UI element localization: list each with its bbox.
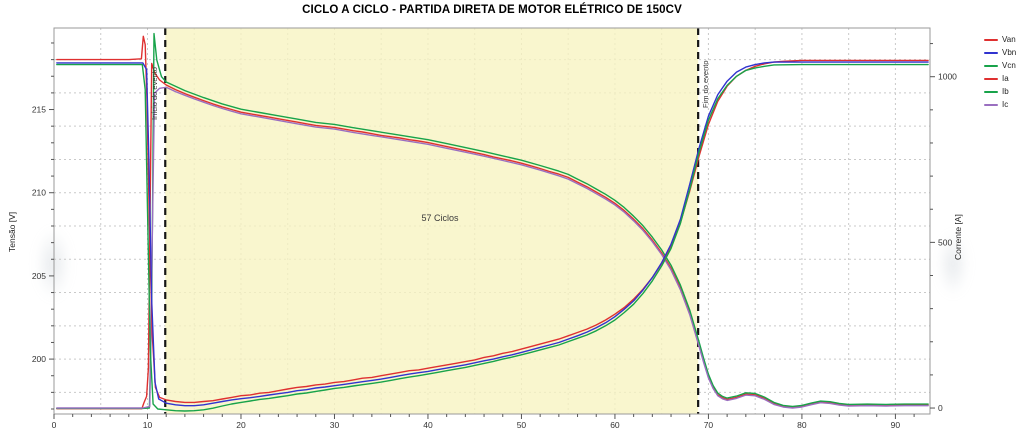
series-vbn-line xyxy=(56,61,929,407)
legend-item-vcn: Vcn xyxy=(984,59,1016,72)
legend-swatch-ib xyxy=(984,90,998,93)
voltage-tick-label: 205 xyxy=(32,271,46,281)
legend-label-ic: Ic xyxy=(1002,100,1009,109)
event-region xyxy=(165,28,699,414)
x-tick-label: 60 xyxy=(610,420,620,430)
legend-label-ib: Ib xyxy=(1002,87,1009,96)
legend-swatch-vcn xyxy=(984,64,998,67)
legend-label-van: Van xyxy=(1002,35,1016,44)
legend-label-ia: Ia xyxy=(1002,74,1009,83)
series-vcn-line xyxy=(56,63,929,412)
watermark-smudge xyxy=(938,232,968,296)
voltage-axis-label: Tensão [V] xyxy=(7,211,17,252)
voltage-tick-label: 200 xyxy=(32,354,46,364)
x-tick-label: 90 xyxy=(891,420,901,430)
x-tick-label: 10 xyxy=(143,420,153,430)
chart-title: CICLO A CICLO - PARTIDA DIRETA DE MOTOR … xyxy=(302,4,682,16)
event-start-label: Início do evento xyxy=(150,67,159,120)
voltage-tick-label: 215 xyxy=(32,105,46,115)
legend-item-ia: Ia xyxy=(984,72,1016,85)
voltage-tick-label: 210 xyxy=(32,188,46,198)
x-tick-label: 70 xyxy=(704,420,714,430)
series-ic-line xyxy=(56,86,929,409)
legend-item-ic: Ic xyxy=(984,98,1016,111)
legend-swatch-ic xyxy=(984,103,998,106)
legend-swatch-vbn xyxy=(984,51,998,54)
x-tick-label: 30 xyxy=(330,420,340,430)
current-axis-label: Corrente [A] xyxy=(953,214,963,260)
current-tick-label: 1000 xyxy=(938,72,957,82)
current-tick-label: 500 xyxy=(938,237,952,247)
cycles-annotation: 57 Ciclos xyxy=(421,213,459,223)
x-tick-label: 50 xyxy=(517,420,527,430)
x-tick-label: 40 xyxy=(423,420,433,430)
legend-item-van: Van xyxy=(984,33,1016,46)
current-tick-label: 0 xyxy=(938,403,943,413)
legend-swatch-van xyxy=(984,38,998,41)
x-tick-label: 80 xyxy=(797,420,807,430)
watermark-smudge xyxy=(36,228,70,300)
legend-label-vbn: Vbn xyxy=(1002,48,1017,57)
legend-item-ib: Ib xyxy=(984,85,1016,98)
x-tick-label: 20 xyxy=(236,420,246,430)
legend-label-vcn: Vcn xyxy=(1002,61,1016,70)
event-end-label: Fim do evento xyxy=(701,60,710,108)
legend: Van Vbn Vcn Ia Ib Ic xyxy=(984,33,1016,111)
legend-swatch-ia xyxy=(984,77,998,80)
legend-item-vbn: Vbn xyxy=(984,46,1016,59)
series-ib-line xyxy=(56,32,929,410)
plot-frame xyxy=(53,27,931,415)
series-ia-line xyxy=(56,62,929,410)
x-tick-label: 0 xyxy=(52,420,57,430)
